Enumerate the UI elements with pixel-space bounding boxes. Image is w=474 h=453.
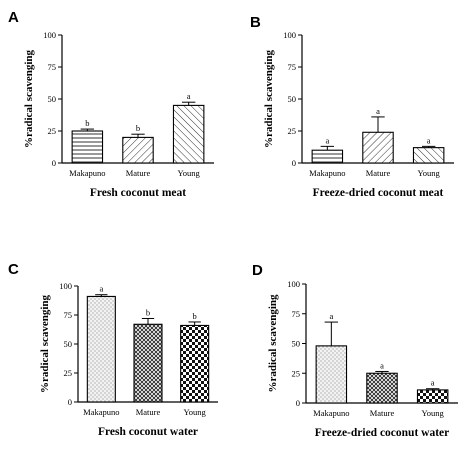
- x-axis-label: Fresh coconut water: [98, 426, 198, 438]
- y-tick-label: 0: [68, 397, 72, 407]
- category-label: Makapuno: [313, 408, 349, 418]
- significance-letter: a: [329, 311, 333, 321]
- category-label: Makapuno: [309, 168, 345, 178]
- y-tick-label: 75: [292, 309, 301, 319]
- category-label: Makapuno: [69, 168, 105, 178]
- y-axis-label: %radical scavenging: [39, 294, 51, 393]
- bar-young: [172, 104, 205, 164]
- significance-letter: b: [85, 118, 89, 128]
- y-tick-label: 25: [288, 126, 297, 136]
- bar-young: [416, 389, 449, 404]
- bar-mature: [366, 372, 398, 404]
- y-axis-label: %radical scavenging: [23, 49, 35, 148]
- y-tick-label: 25: [64, 368, 73, 378]
- y-tick-label: 100: [43, 30, 56, 40]
- bar-makapuno: [86, 295, 116, 403]
- y-tick-label: 75: [288, 62, 297, 72]
- y-axis-label: %radical scavenging: [267, 294, 279, 393]
- y-tick-label: 50: [288, 94, 297, 104]
- bar-mature: [122, 136, 154, 164]
- significance-letter: a: [99, 284, 103, 294]
- significance-letter: a: [431, 378, 435, 388]
- chart-panel-a: A 0 25 50 75 100 %radical scavenging b Makapuno b…: [8, 9, 214, 199]
- y-tick-label: 75: [48, 62, 57, 72]
- bar-young: [180, 324, 210, 403]
- chart-panel-c: C 0 25 50 75 100 %radical scavenging a Makapuno b…: [8, 261, 218, 438]
- y-tick-label: 100: [287, 279, 300, 289]
- category-label: Mature: [366, 168, 391, 178]
- panel-letter: D: [252, 262, 263, 279]
- bar-mature: [362, 131, 394, 164]
- chart-panel-d: D 0 25 50 75 100 %radical scavenging a Makapuno a…: [252, 262, 458, 439]
- category-label: Makapuno: [83, 407, 119, 417]
- x-axis-label: Freeze-dried coconut meat: [313, 187, 444, 199]
- significance-letter: a: [427, 135, 431, 145]
- y-tick-label: 25: [292, 368, 301, 378]
- significance-letter: a: [380, 360, 384, 370]
- panel-letter: C: [8, 261, 19, 278]
- bar-mature: [133, 323, 163, 403]
- significance-letter: b: [193, 311, 197, 321]
- significance-letter: a: [376, 106, 380, 116]
- y-tick-label: 0: [52, 158, 56, 168]
- significance-letter: a: [187, 91, 191, 101]
- x-axis-label: Freeze-dried coconut water: [315, 427, 450, 439]
- category-label: Mature: [136, 407, 161, 417]
- bar-makapuno: [315, 345, 348, 404]
- bar-young: [412, 147, 445, 164]
- y-tick-label: 75: [64, 310, 73, 320]
- category-label: Mature: [126, 168, 151, 178]
- bar-makapuno: [71, 130, 104, 164]
- x-axis-label: Fresh coconut meat: [90, 187, 186, 199]
- significance-letter: b: [136, 123, 140, 133]
- chart-panel-b: B 0 25 50 75 100 %radical scavenging a Makapuno a…: [250, 14, 454, 199]
- y-tick-label: 100: [283, 30, 296, 40]
- y-tick-label: 50: [64, 339, 73, 349]
- bar-makapuno: [311, 149, 344, 164]
- y-tick-label: 50: [292, 339, 301, 349]
- category-label: Young: [178, 168, 201, 178]
- significance-letter: b: [146, 307, 150, 317]
- category-label: Young: [422, 408, 445, 418]
- category-label: Young: [418, 168, 441, 178]
- category-label: Mature: [370, 408, 395, 418]
- y-tick-label: 100: [59, 281, 72, 291]
- y-tick-label: 25: [48, 126, 57, 136]
- panel-letter: A: [8, 9, 19, 26]
- y-tick-label: 50: [48, 94, 57, 104]
- significance-letter: a: [325, 135, 329, 145]
- category-label: Young: [184, 407, 207, 417]
- y-tick-label: 0: [296, 398, 300, 408]
- y-axis-label: %radical scavenging: [263, 49, 275, 148]
- panel-letter: B: [250, 14, 261, 31]
- y-tick-label: 0: [292, 158, 296, 168]
